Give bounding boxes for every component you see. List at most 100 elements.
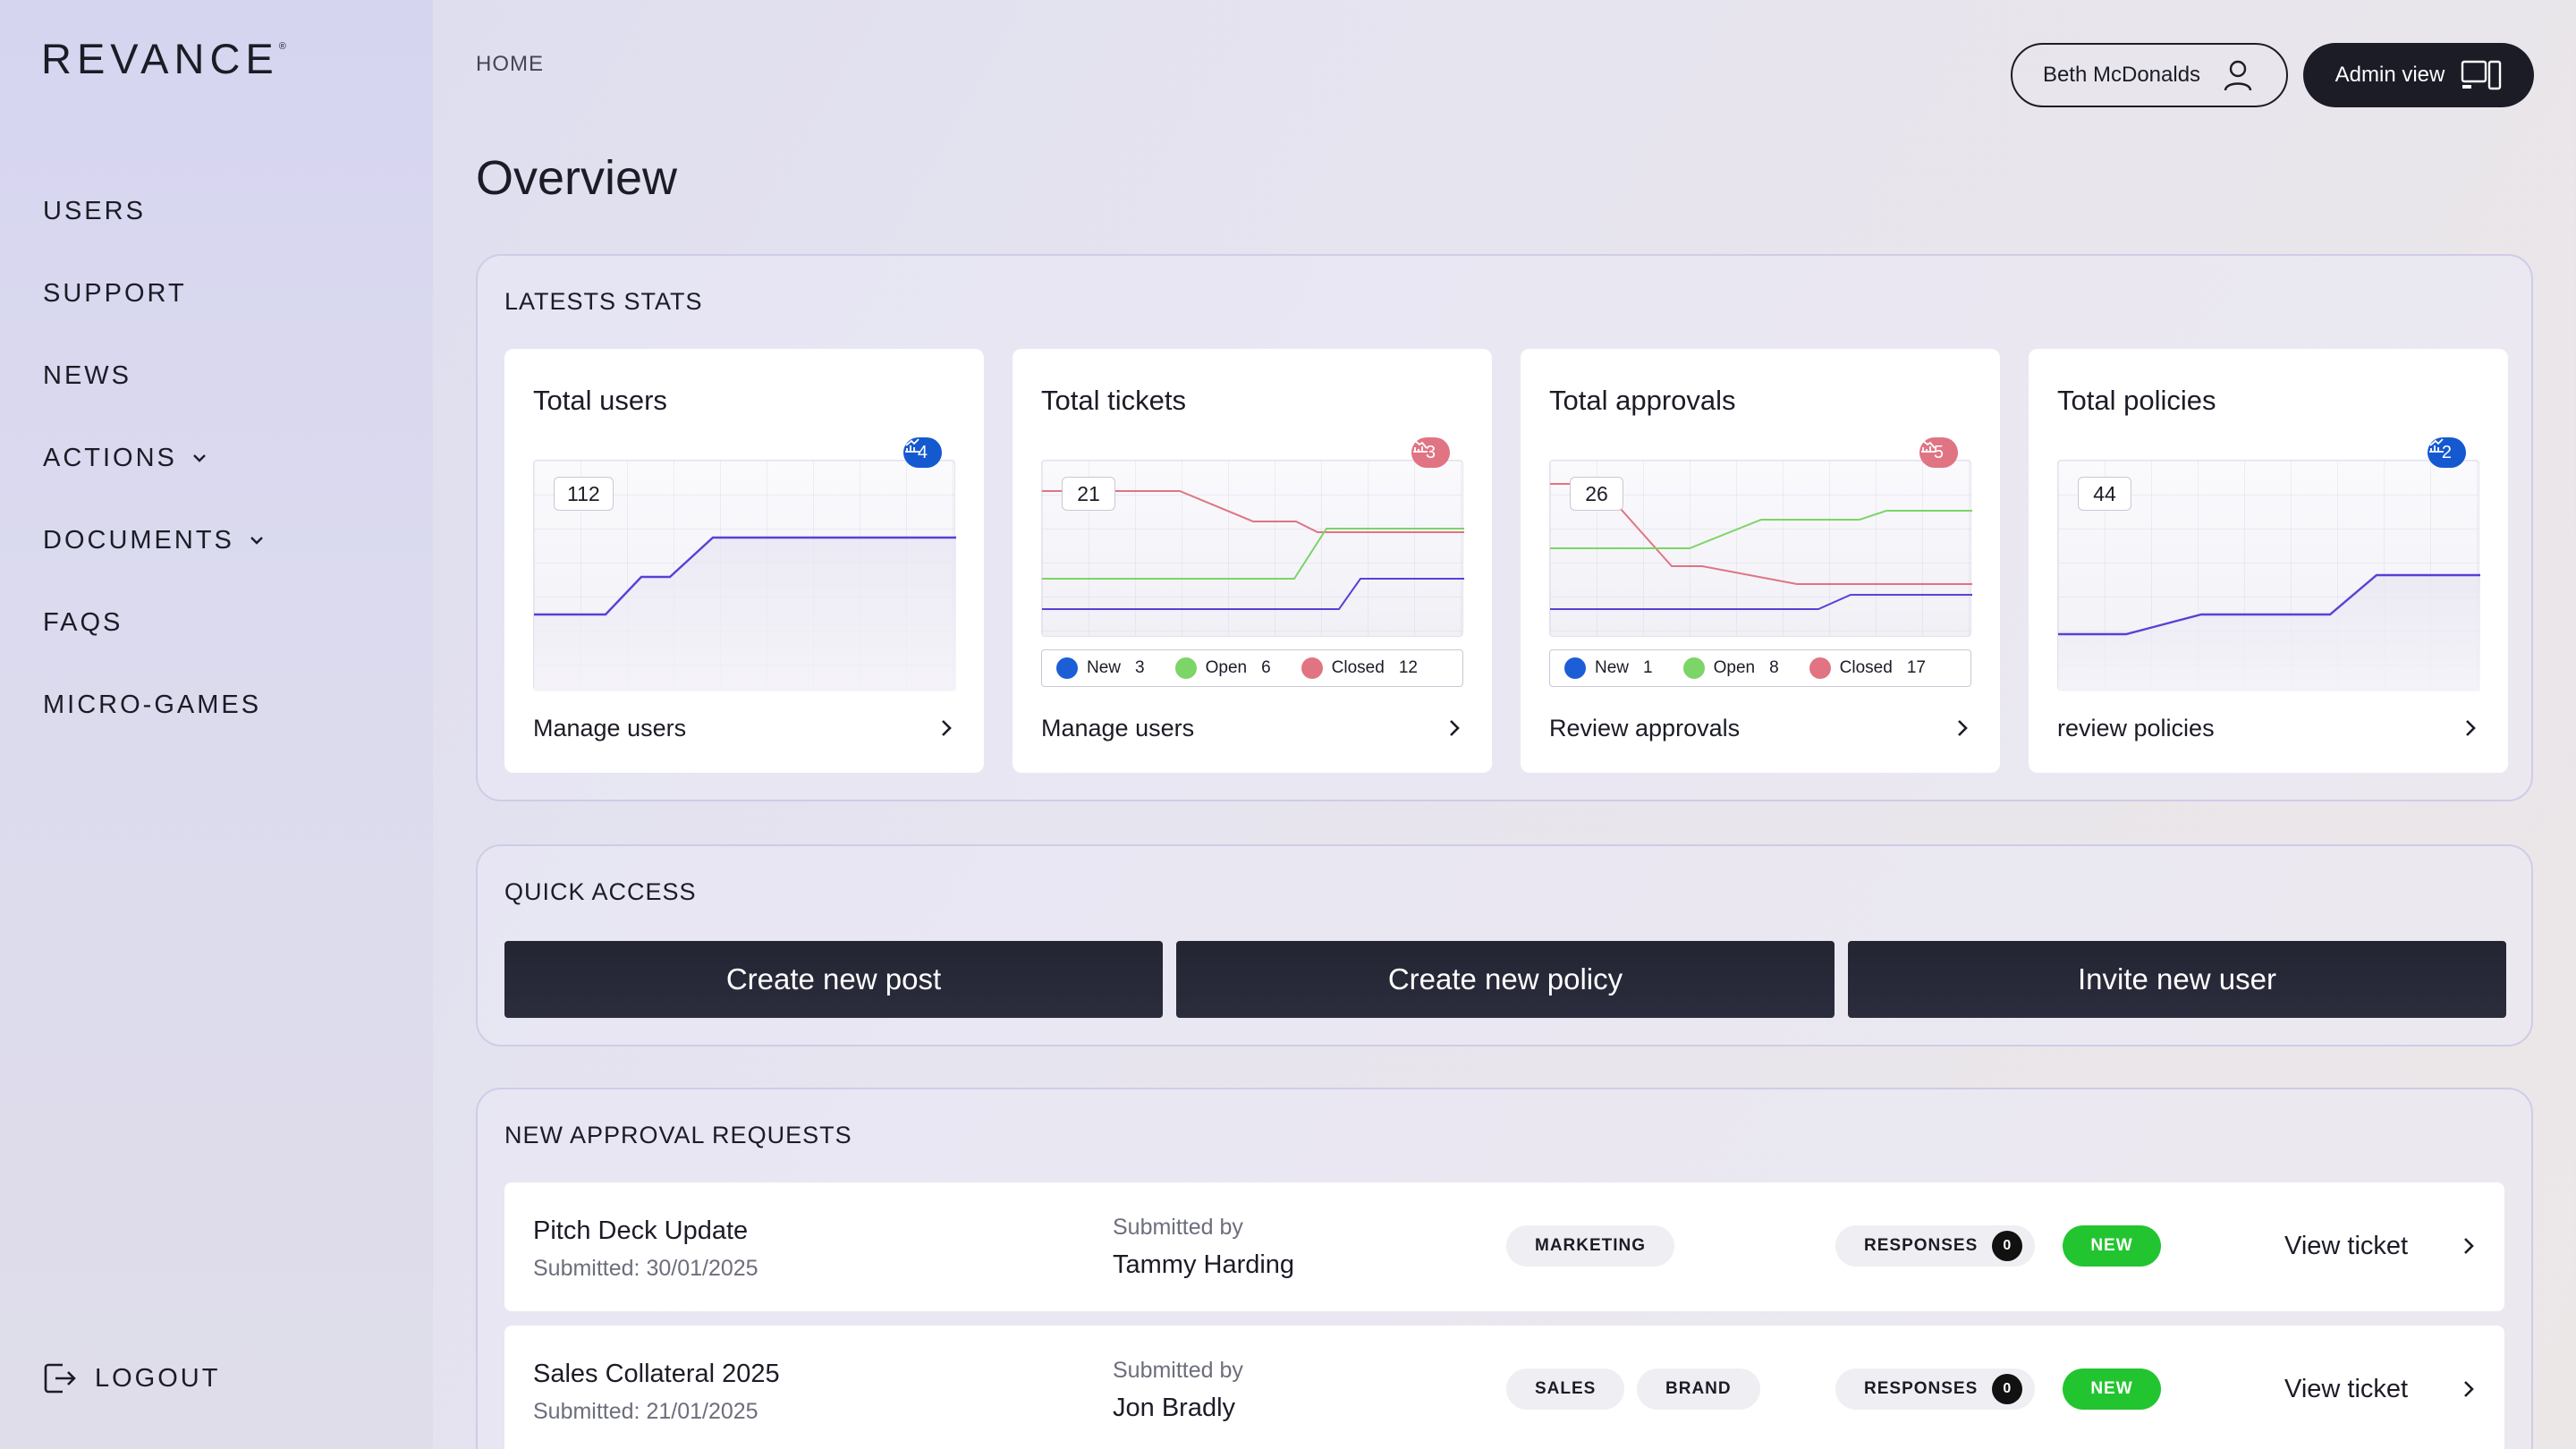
sidebar-item-micro-games[interactable]: MICRO-GAMES — [43, 690, 262, 719]
users-chart-lines — [534, 536, 956, 691]
submitter-name: Tammy Harding — [1113, 1250, 1295, 1279]
trend-badge: 2 — [2427, 437, 2466, 468]
manage-users-link[interactable]: Manage users — [533, 707, 955, 750]
legend-item-open[interactable]: Open 6 — [1174, 657, 1271, 679]
sidebar-nav: USERS SUPPORT NEWS ACTIONS DOCUMENTS FAQ… — [43, 170, 267, 746]
quick-access-panel: QUICK ACCESS Create new post Create new … — [476, 844, 2533, 1046]
table-row[interactable]: Pitch Deck Update Submitted: 30/01/2025 … — [504, 1182, 2504, 1311]
sidebar-item-users[interactable]: USERS — [43, 196, 146, 225]
chevron-right-icon — [2466, 720, 2476, 736]
sidebar-item-documents[interactable]: DOCUMENTS — [43, 499, 267, 581]
chevron-right-icon — [2464, 1381, 2474, 1397]
legend-item-new[interactable]: New 3 — [1056, 657, 1145, 679]
submitted-by-label: Submitted by — [1113, 1358, 1243, 1383]
legend-dot — [1809, 657, 1831, 679]
user-profile-button[interactable]: Beth McDonalds — [2011, 43, 2288, 107]
request-date: Submitted: 30/01/2025 — [533, 1256, 758, 1281]
request-title: Sales Collateral 2025 — [533, 1360, 780, 1388]
approvals-chart: 26 5 — [1549, 437, 1972, 637]
table-row[interactable]: Sales Collateral 2025 Submitted: 21/01/2… — [504, 1326, 2504, 1449]
legend-dot — [1301, 657, 1323, 679]
policies-line-fill — [2058, 575, 2480, 691]
breadcrumb[interactable]: HOME — [476, 52, 544, 76]
create-new-post-button[interactable]: Create new post — [504, 941, 1163, 1018]
responses-badge: RESPONSES 0 — [1835, 1368, 2036, 1410]
stat-card-total-approvals: Total approvals 26 5 New 1 Open 8 Closed 17… — [1521, 349, 2000, 773]
review-policies-link[interactable]: review policies — [2057, 707, 2479, 750]
view-ticket-link[interactable]: View ticket — [2284, 1368, 2478, 1410]
manage-tickets-link[interactable]: Manage users — [1041, 707, 1463, 750]
stat-value: 44 — [2078, 477, 2131, 511]
request-title: Pitch Deck Update — [533, 1216, 749, 1245]
quick-access-title: QUICK ACCESS — [504, 878, 697, 905]
request-date: Submitted: 21/01/2025 — [533, 1399, 758, 1424]
sidebar-item-actions[interactable]: ACTIONS — [43, 417, 267, 499]
users-chart: 112 4 — [533, 437, 956, 691]
legend-item-closed[interactable]: Closed 12 — [1301, 657, 1418, 679]
stat-card-total-policies: Total policies 44 2 review policies — [2029, 349, 2508, 773]
responses-count: 0 — [1992, 1374, 2023, 1404]
legend-item-new[interactable]: New 1 — [1564, 657, 1653, 679]
card-title: Total users — [533, 385, 667, 416]
brand-logo[interactable]: REVANCE® — [41, 35, 286, 82]
stat-card-total-users: Total users 112 4 Manage users — [504, 349, 984, 773]
chevron-right-icon — [1958, 720, 1968, 736]
admin-view-label: Admin view — [2334, 63, 2445, 87]
tickets-chart-lines — [1042, 490, 1464, 610]
policies-line — [2058, 573, 2480, 636]
stat-value: 21 — [1062, 477, 1115, 511]
approval-requests-title: NEW APPROVAL REQUESTS — [504, 1122, 852, 1148]
policies-chart: 44 2 — [2057, 437, 2480, 691]
tag-badge: SALES — [1506, 1368, 1625, 1410]
card-title: Total approvals — [1549, 385, 1736, 416]
view-ticket-link[interactable]: View ticket — [2284, 1225, 2478, 1267]
trend-badge: 3 — [1411, 437, 1450, 468]
chevron-down-icon — [250, 537, 263, 545]
tickets-chart: 21 3 — [1041, 437, 1464, 637]
latest-stats-title: LATESTS STATS — [504, 288, 703, 315]
tag-badge: MARKETING — [1506, 1225, 1675, 1267]
approval-requests-panel: NEW APPROVAL REQUESTS Pitch Deck Update … — [476, 1088, 2533, 1449]
invite-new-user-button[interactable]: Invite new user — [1848, 941, 2506, 1018]
user-icon — [2224, 60, 2252, 91]
new-series-line — [1042, 578, 1464, 610]
stat-value: 26 — [1570, 477, 1623, 511]
sidebar-item-faqs[interactable]: FAQS — [43, 607, 123, 637]
admin-view-button[interactable]: Admin view — [2303, 43, 2534, 107]
trend-up-icon — [2428, 438, 2444, 453]
open-series-line — [1550, 510, 1972, 549]
trend-down-icon — [1412, 439, 1428, 453]
legend-item-open[interactable]: Open 8 — [1682, 657, 1779, 679]
review-approvals-link[interactable]: Review approvals — [1549, 707, 1971, 750]
sidebar-item-news[interactable]: NEWS — [43, 360, 131, 390]
tickets-legend: New 3 Open 6 Closed 12 — [1041, 649, 1463, 687]
submitted-by-label: Submitted by — [1113, 1215, 1243, 1240]
card-title: Total policies — [2057, 385, 2216, 416]
logout-label: LOGOUT — [95, 1363, 221, 1393]
tag-badge: BRAND — [1637, 1368, 1760, 1410]
latest-stats-panel: LATESTS STATS Total users 112 4 Manage u… — [476, 254, 2533, 801]
trend-badge: 4 — [902, 437, 942, 468]
submitter-name: Jon Bradly — [1113, 1394, 1236, 1422]
legend-dot — [1056, 657, 1078, 679]
legend-item-closed[interactable]: Closed 17 — [1809, 657, 1926, 679]
trend-down-icon — [1920, 439, 1936, 453]
users-line-fill — [534, 538, 956, 691]
dashboard-layout-icon — [2462, 60, 2502, 90]
logout-button[interactable]: LOGOUT — [41, 1360, 220, 1397]
user-name: Beth McDonalds — [2042, 63, 2201, 87]
users-line — [534, 536, 956, 616]
closed-series-line — [1042, 490, 1464, 533]
approvals-legend: New 1 Open 8 Closed 17 — [1549, 649, 1971, 687]
trend-up-icon — [904, 438, 919, 453]
responses-count: 0 — [1992, 1231, 2023, 1261]
card-title: Total tickets — [1041, 385, 1186, 416]
sidebar-item-support[interactable]: SUPPORT — [43, 278, 187, 308]
create-new-policy-button[interactable]: Create new policy — [1176, 941, 1835, 1018]
chevron-right-icon — [942, 720, 952, 736]
status-badge: NEW — [2063, 1225, 2161, 1267]
legend-dot — [1564, 657, 1586, 679]
stat-card-total-tickets: Total tickets 21 3 New 3 Open 6 Closed 12 M… — [1013, 349, 1492, 773]
page-title: Overview — [476, 151, 678, 205]
chevron-down-icon — [193, 454, 206, 462]
